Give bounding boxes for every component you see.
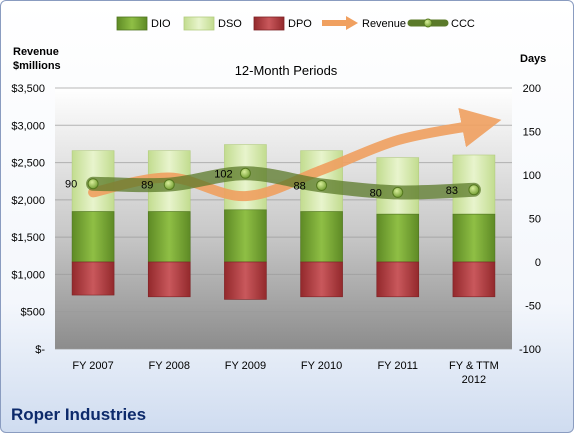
ccc-data-label: 80	[370, 187, 382, 199]
ccc-point	[392, 186, 404, 198]
right-tick-label: 0	[535, 257, 541, 269]
left-tick-label: $500	[21, 307, 45, 319]
revenue-line	[88, 107, 502, 202]
dpo-bar	[147, 261, 191, 298]
dpo-bar	[300, 261, 343, 298]
legend-label: DPO	[288, 18, 312, 30]
left-tick-label: $2,000	[11, 195, 45, 207]
ccc-series: 90 89 102 88 80 83	[65, 166, 481, 200]
dio-bar	[224, 209, 267, 263]
x-tick-label: FY 2008	[149, 360, 190, 372]
legend-item-dio: DIO	[116, 16, 171, 31]
ccc-point	[468, 184, 480, 196]
legend-label: DSO	[218, 18, 242, 30]
ccc-point	[87, 178, 99, 190]
x-tick-label: FY 2009	[225, 360, 266, 372]
legend-item-revenue: Revenue	[322, 16, 406, 30]
dpo-bar	[452, 261, 496, 298]
ccc-point	[163, 179, 175, 191]
ccc-data-label: 88	[293, 180, 305, 192]
x-tick-label: FY 2010	[301, 360, 342, 372]
x-tick-label: FY & TTM 2012	[449, 360, 499, 386]
left-tick-label: $2,500	[11, 158, 45, 170]
dio-bar	[71, 211, 115, 263]
right-tick-label: 50	[529, 214, 541, 226]
ccc-data-label: 102	[214, 168, 232, 180]
legend-swatch-dot	[423, 18, 433, 28]
gridlines	[55, 87, 512, 350]
dio-bar	[452, 213, 496, 263]
legend-item-dso: DSO	[183, 16, 242, 31]
x-tick-label: FY 2011	[377, 360, 418, 372]
right-axis-title: Days	[520, 53, 546, 65]
ccc-data-label: 83	[446, 185, 458, 197]
legend-item-ccc: CCC	[407, 18, 475, 30]
right-tick-label: -100	[519, 344, 541, 356]
ccc-data-label: 90	[65, 179, 77, 191]
legend-label: Revenue	[362, 18, 406, 30]
right-tick-label: 150	[523, 127, 541, 139]
x-tick-label: FY 2007	[72, 360, 113, 372]
x-axis-ticks: FY 2007 FY 2008 FY 2009 FY 2010 FY 2011 FY & …	[72, 360, 498, 386]
right-tick-label: 100	[523, 170, 541, 182]
ccc-line	[86, 166, 481, 200]
left-tick-label: $1,000	[11, 269, 45, 281]
left-axis-title: Revenue $millions	[13, 46, 62, 72]
left-axis-ticks: $- $500 $1,000 $1,500 $2,000 $2,500 $3,000 $3,5…	[11, 83, 45, 356]
left-tick-label: $3,500	[11, 83, 45, 95]
left-tick-label: $3,000	[11, 120, 45, 132]
ccc-point	[316, 179, 328, 191]
dpo-bar	[224, 261, 267, 300]
legend-label: CCC	[451, 18, 475, 30]
dpo-bar	[376, 261, 420, 298]
legend-swatch	[116, 16, 148, 31]
dio-bar	[147, 211, 191, 263]
left-tick-label: $-	[35, 344, 45, 356]
legend-item-dpo: DPO	[253, 16, 312, 31]
dpo-bar	[71, 261, 115, 296]
legend-swatch-head	[346, 16, 358, 30]
legend-swatch	[253, 16, 285, 31]
company-name: Roper Industries	[11, 405, 147, 424]
dio-bar	[376, 213, 420, 263]
chart-subtitle: 12-Month Periods	[235, 63, 338, 78]
legend-swatch	[183, 16, 215, 31]
left-tick-label: $1,500	[11, 232, 45, 244]
legend: DIO DSO DPO Revenue CCC	[116, 16, 475, 31]
right-axis-ticks: -100 -50 0 50 100 150 200	[519, 83, 541, 356]
dio-bar	[300, 211, 343, 263]
right-tick-label: 200	[523, 83, 541, 95]
right-tick-label: -50	[525, 301, 541, 313]
ccc-data-label: 89	[141, 180, 153, 192]
ccc-point	[239, 167, 251, 179]
legend-label: DIO	[151, 18, 171, 30]
revenue-series	[88, 107, 502, 202]
